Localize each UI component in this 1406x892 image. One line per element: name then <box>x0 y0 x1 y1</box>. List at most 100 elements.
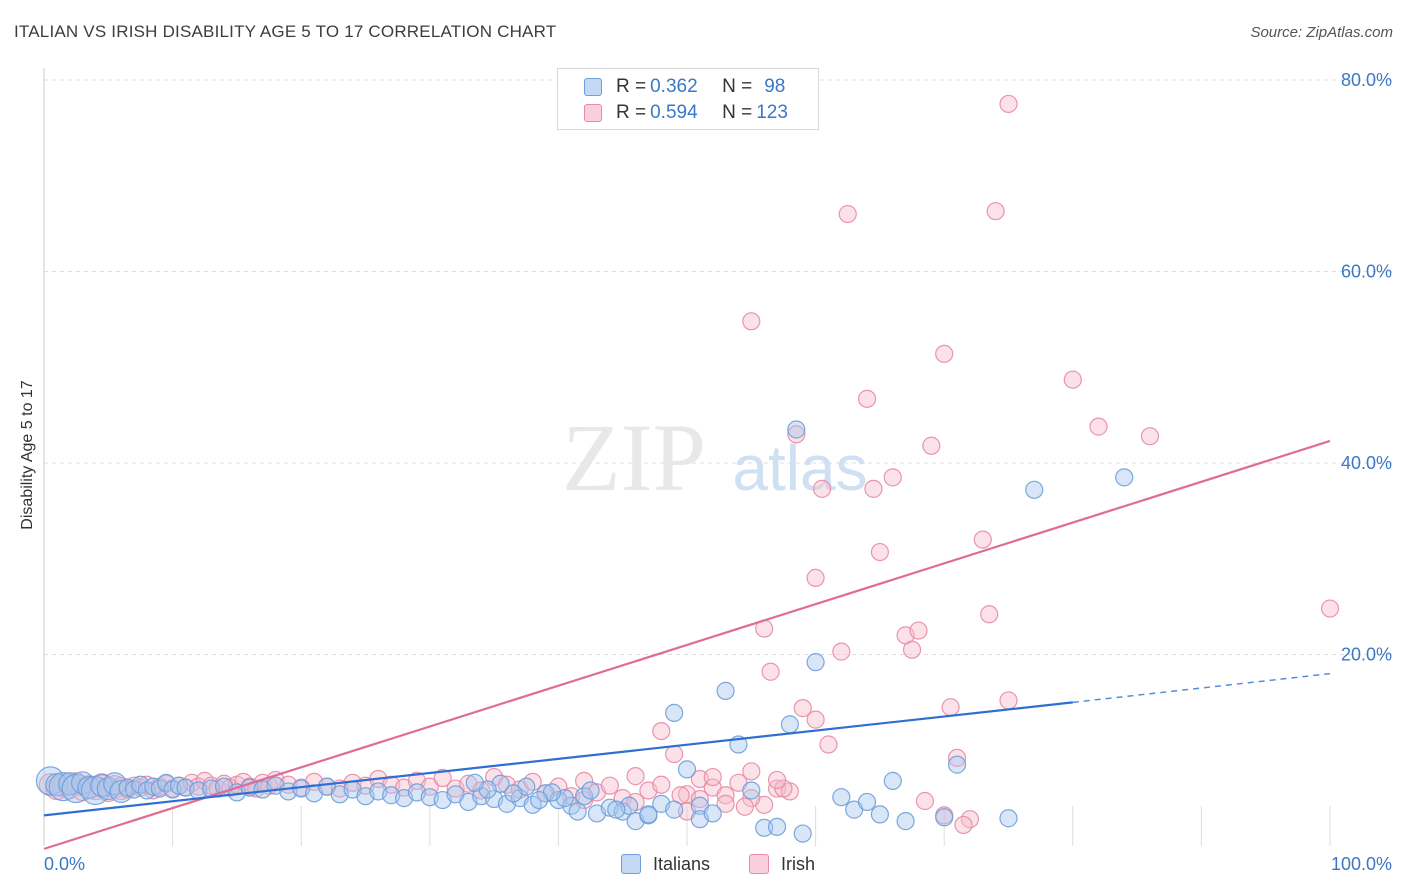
chart-title: ITALIAN VS IRISH DISABILITY AGE 5 TO 17 … <box>14 22 557 41</box>
irish-point <box>941 698 960 717</box>
irish-trend-line <box>43 439 1331 850</box>
italian-point <box>568 802 587 821</box>
italian-point <box>755 818 774 837</box>
y-tick-label: 60.0% <box>1341 262 1392 282</box>
legend-item-italians[interactable]: Italians <box>621 852 710 876</box>
irish-point <box>864 479 883 498</box>
italian-points <box>35 420 1134 843</box>
italian-point <box>787 420 806 439</box>
irish-point <box>819 735 838 754</box>
italian-point <box>780 715 799 734</box>
italian-point <box>999 809 1018 828</box>
irish-points <box>38 94 1340 835</box>
irish-point <box>1089 417 1108 436</box>
n-label: N = <box>722 102 753 123</box>
source-label[interactable]: Source: ZipAtlas.com <box>1250 24 1393 41</box>
stats-row-irish: R = 0.594 N = 123 <box>584 101 788 125</box>
irish-point <box>883 468 902 487</box>
italian-point <box>607 800 626 819</box>
irish-point <box>870 542 890 562</box>
watermark-atlas: atlas <box>732 432 867 504</box>
irish-point <box>999 691 1018 710</box>
irish-point <box>980 605 999 624</box>
y-tick-label: 20.0% <box>1341 645 1392 665</box>
legend-item-irish[interactable]: Irish <box>749 852 815 876</box>
italian-point <box>716 681 735 700</box>
r-label: R = <box>616 76 647 97</box>
irish-point <box>806 710 825 729</box>
irish-point <box>947 748 967 768</box>
italian-point <box>677 760 697 779</box>
watermark-zip: ZIP <box>562 404 706 511</box>
r-value: 0.594 <box>650 102 698 123</box>
italians-swatch <box>584 78 602 96</box>
n-value: 123 <box>756 102 788 123</box>
irish-point <box>838 204 857 224</box>
irish-point <box>915 791 935 811</box>
irish-point <box>626 767 645 786</box>
irish-point <box>787 425 806 444</box>
italian-point <box>530 790 549 810</box>
irish-point <box>575 771 594 790</box>
italian-point <box>465 773 484 792</box>
irish-point <box>902 640 922 659</box>
italian-point <box>793 824 812 843</box>
irish-point <box>690 789 709 809</box>
irish-point <box>812 479 832 498</box>
italian-point <box>896 812 915 831</box>
irish-point <box>38 773 63 797</box>
irish-point <box>986 202 1005 221</box>
irish-point <box>806 568 825 588</box>
y-tick-label: 40.0% <box>1341 453 1392 473</box>
x-tick-label-max: 100.0% <box>1331 854 1392 874</box>
irish-legend-swatch <box>749 854 769 874</box>
watermark: ZIP atlas <box>562 404 868 511</box>
italian-point <box>48 772 78 802</box>
irish-point <box>665 744 684 764</box>
italian-point <box>70 771 95 795</box>
stats-row-italians: R = 0.362 N = 98 <box>584 75 785 99</box>
irish-point <box>735 797 754 816</box>
irish-point <box>857 389 877 408</box>
tick-labels: 20.0% 40.0% 60.0% 80.0% 0.0% 100.0% <box>44 70 1392 874</box>
italian-point <box>665 800 684 819</box>
legend-label: Italians <box>653 853 711 874</box>
irish-point <box>742 312 761 331</box>
y-tick-label: 80.0% <box>1341 70 1392 90</box>
italian-point <box>1025 480 1044 499</box>
irish-point <box>433 768 452 788</box>
x-tick-label-min: 0.0% <box>44 854 85 874</box>
irish-point <box>1140 427 1160 446</box>
gridlines <box>43 68 1392 846</box>
n-value: 98 <box>764 76 786 97</box>
italian-point <box>883 771 902 790</box>
irish-point <box>761 662 780 681</box>
italian-point <box>103 772 127 796</box>
n-label: N = <box>722 76 753 97</box>
italian-point <box>58 772 82 796</box>
italian-point <box>703 804 722 823</box>
irish-point <box>716 794 735 813</box>
legend-label: Irish <box>781 853 816 874</box>
irish-point <box>742 762 761 781</box>
irish-point <box>922 436 941 455</box>
italian-point <box>665 703 684 723</box>
irish-point <box>600 776 619 795</box>
italian-trend-line <box>43 701 1073 817</box>
irish-point <box>999 94 1018 114</box>
italian-point <box>947 755 967 774</box>
irish-point <box>909 621 928 640</box>
irish-point <box>793 699 812 718</box>
r-value: 0.362 <box>650 76 698 97</box>
irish-point <box>652 775 671 794</box>
italian-point <box>806 653 825 672</box>
irish-point <box>832 642 851 661</box>
r-label: R = <box>616 102 647 123</box>
irish-point <box>973 530 992 549</box>
italian-point <box>935 808 954 827</box>
italian-point <box>832 788 851 807</box>
trend-lines <box>43 439 1331 850</box>
italian-point <box>639 805 658 824</box>
italian-point <box>742 781 761 800</box>
irish-point <box>703 767 722 787</box>
